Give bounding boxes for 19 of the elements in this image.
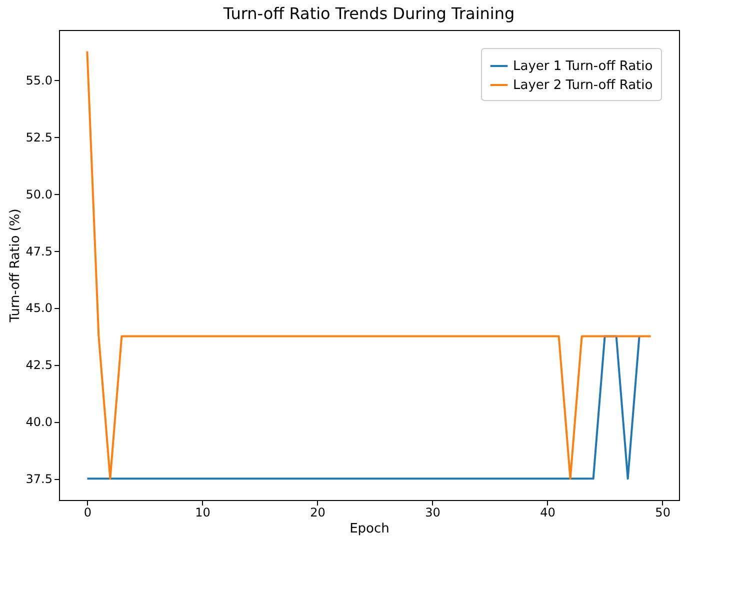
chart-title: Turn-off Ratio Trends During Training bbox=[222, 4, 515, 23]
y-tick-label: 45.0 bbox=[26, 301, 52, 316]
x-tick-label: 50 bbox=[655, 506, 670, 520]
y-axis-title: Turn-off Ratio (%) bbox=[8, 208, 23, 324]
y-tick-label: 52.5 bbox=[26, 130, 52, 144]
legend-label: Layer 2 Turn-off Ratio bbox=[513, 78, 653, 93]
x-tick-label: 10 bbox=[195, 506, 210, 520]
legend-label: Layer 1 Turn-off Ratio bbox=[513, 59, 653, 74]
y-tick-label: 40.0 bbox=[26, 415, 52, 430]
x-tick-label: 20 bbox=[310, 506, 326, 520]
x-tick-label: 40 bbox=[540, 506, 556, 520]
x-axis-title: Epoch bbox=[350, 522, 390, 536]
x-tick-label: 30 bbox=[425, 506, 440, 520]
x-tick-label: 0 bbox=[84, 506, 92, 520]
y-tick-label: 55.0 bbox=[26, 73, 52, 88]
y-tick-label: 47.5 bbox=[26, 244, 52, 258]
y-tick-label: 42.5 bbox=[26, 358, 52, 372]
y-tick-label: 37.5 bbox=[26, 472, 52, 486]
y-tick-label: 50.0 bbox=[26, 187, 52, 202]
